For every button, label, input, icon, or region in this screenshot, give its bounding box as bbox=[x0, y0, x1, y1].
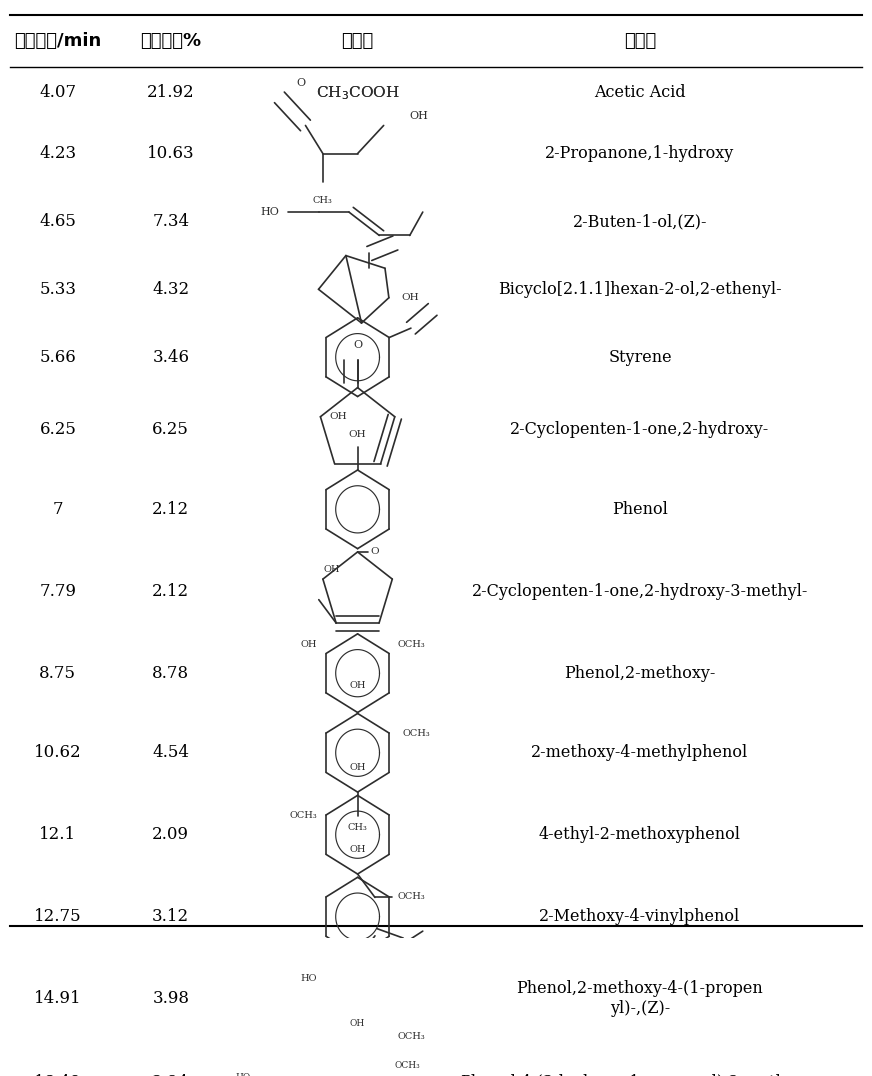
Text: Phenol: Phenol bbox=[612, 500, 668, 518]
Text: OH: OH bbox=[350, 845, 366, 853]
Text: Phenol,2-methoxy-4-(1-propen
yl)-,(Z)-: Phenol,2-methoxy-4-(1-propen yl)-,(Z)- bbox=[516, 980, 763, 1017]
Text: CH$_3$COOH: CH$_3$COOH bbox=[316, 84, 399, 101]
Text: HO: HO bbox=[301, 975, 317, 983]
Text: OH: OH bbox=[324, 565, 340, 575]
Text: CH₃: CH₃ bbox=[313, 196, 333, 204]
Text: 6.25: 6.25 bbox=[39, 421, 76, 438]
Text: OCH₃: OCH₃ bbox=[290, 810, 317, 820]
Text: 2.12: 2.12 bbox=[153, 583, 189, 599]
Text: Phenol,2-methoxy-: Phenol,2-methoxy- bbox=[564, 665, 716, 682]
Text: 2-methoxy-4-methylphenol: 2-methoxy-4-methylphenol bbox=[531, 745, 748, 762]
Text: 2-Buten-1-ol,(Z)-: 2-Buten-1-ol,(Z)- bbox=[573, 213, 707, 230]
Text: 4.07: 4.07 bbox=[39, 84, 77, 101]
Text: OH: OH bbox=[329, 412, 347, 421]
Text: OH: OH bbox=[350, 681, 366, 690]
Text: 5.33: 5.33 bbox=[39, 281, 77, 298]
Text: 2.09: 2.09 bbox=[153, 826, 189, 844]
Text: Bicyclo[2.1.1]hexan-2-ol,2-ethenyl-: Bicyclo[2.1.1]hexan-2-ol,2-ethenyl- bbox=[498, 281, 782, 298]
Text: 16.49: 16.49 bbox=[34, 1074, 82, 1076]
Text: OCH₃: OCH₃ bbox=[402, 728, 430, 738]
Text: 英文名: 英文名 bbox=[623, 32, 656, 51]
Text: HO: HO bbox=[261, 207, 279, 217]
Text: 2-Cyclopenten-1-one,2-hydroxy-3-methyl-: 2-Cyclopenten-1-one,2-hydroxy-3-methyl- bbox=[472, 583, 808, 599]
Text: 21.92: 21.92 bbox=[147, 84, 194, 101]
Text: 4.54: 4.54 bbox=[153, 745, 189, 762]
Text: OH: OH bbox=[410, 111, 429, 122]
Text: OH: OH bbox=[401, 294, 419, 302]
Text: 7.79: 7.79 bbox=[39, 583, 77, 599]
Text: CH₃: CH₃ bbox=[348, 823, 367, 832]
Text: O: O bbox=[353, 340, 362, 351]
Text: 百分含量%: 百分含量% bbox=[140, 32, 201, 51]
Text: OCH₃: OCH₃ bbox=[398, 892, 426, 902]
Text: Styrene: Styrene bbox=[608, 349, 671, 366]
Text: 10.62: 10.62 bbox=[34, 745, 82, 762]
Text: O: O bbox=[296, 79, 306, 88]
Text: 5.66: 5.66 bbox=[39, 349, 76, 366]
Text: OCH₃: OCH₃ bbox=[398, 639, 426, 649]
Text: OH: OH bbox=[350, 1019, 365, 1029]
Text: 2-Propanone,1-hydroxy: 2-Propanone,1-hydroxy bbox=[545, 145, 734, 162]
Text: 4.65: 4.65 bbox=[39, 213, 76, 230]
Text: 12.1: 12.1 bbox=[39, 826, 77, 844]
Text: 14.91: 14.91 bbox=[34, 990, 82, 1007]
Text: 分子式: 分子式 bbox=[342, 32, 374, 51]
Text: 2.12: 2.12 bbox=[153, 500, 189, 518]
Text: OCH₃: OCH₃ bbox=[398, 1033, 426, 1042]
Text: OCH₃: OCH₃ bbox=[395, 1061, 420, 1070]
Text: 4.23: 4.23 bbox=[39, 145, 77, 162]
Text: OH: OH bbox=[350, 763, 366, 771]
Text: 8.78: 8.78 bbox=[153, 665, 189, 682]
Text: 4.32: 4.32 bbox=[153, 281, 189, 298]
Text: 2-Cyclopenten-1-one,2-hydroxy-: 2-Cyclopenten-1-one,2-hydroxy- bbox=[510, 421, 770, 438]
Text: OH: OH bbox=[349, 430, 366, 439]
Text: 12.75: 12.75 bbox=[34, 908, 82, 925]
Text: 7: 7 bbox=[52, 500, 63, 518]
Text: Acetic Acid: Acetic Acid bbox=[594, 84, 685, 101]
Text: 7.34: 7.34 bbox=[153, 213, 189, 230]
Text: 3.98: 3.98 bbox=[153, 990, 189, 1007]
Text: 10.63: 10.63 bbox=[147, 145, 194, 162]
Text: HO: HO bbox=[235, 1073, 251, 1076]
Text: 保留时间/min: 保留时间/min bbox=[14, 32, 101, 51]
Text: O: O bbox=[371, 548, 379, 556]
Text: Phenol,4-(3-hydroxy-1-propenyl)-2-methoxy-: Phenol,4-(3-hydroxy-1-propenyl)-2-methox… bbox=[460, 1074, 820, 1076]
Text: 2.84: 2.84 bbox=[153, 1074, 189, 1076]
Text: OH: OH bbox=[301, 639, 317, 649]
Text: 4-ethyl-2-methoxyphenol: 4-ethyl-2-methoxyphenol bbox=[539, 826, 741, 844]
Text: 8.75: 8.75 bbox=[39, 665, 77, 682]
Text: 6.25: 6.25 bbox=[153, 421, 189, 438]
Text: CH$_3$COOH: CH$_3$COOH bbox=[316, 84, 399, 101]
Text: 2-Methoxy-4-vinylphenol: 2-Methoxy-4-vinylphenol bbox=[540, 908, 740, 925]
Text: 3.12: 3.12 bbox=[153, 908, 189, 925]
Text: 3.46: 3.46 bbox=[153, 349, 189, 366]
